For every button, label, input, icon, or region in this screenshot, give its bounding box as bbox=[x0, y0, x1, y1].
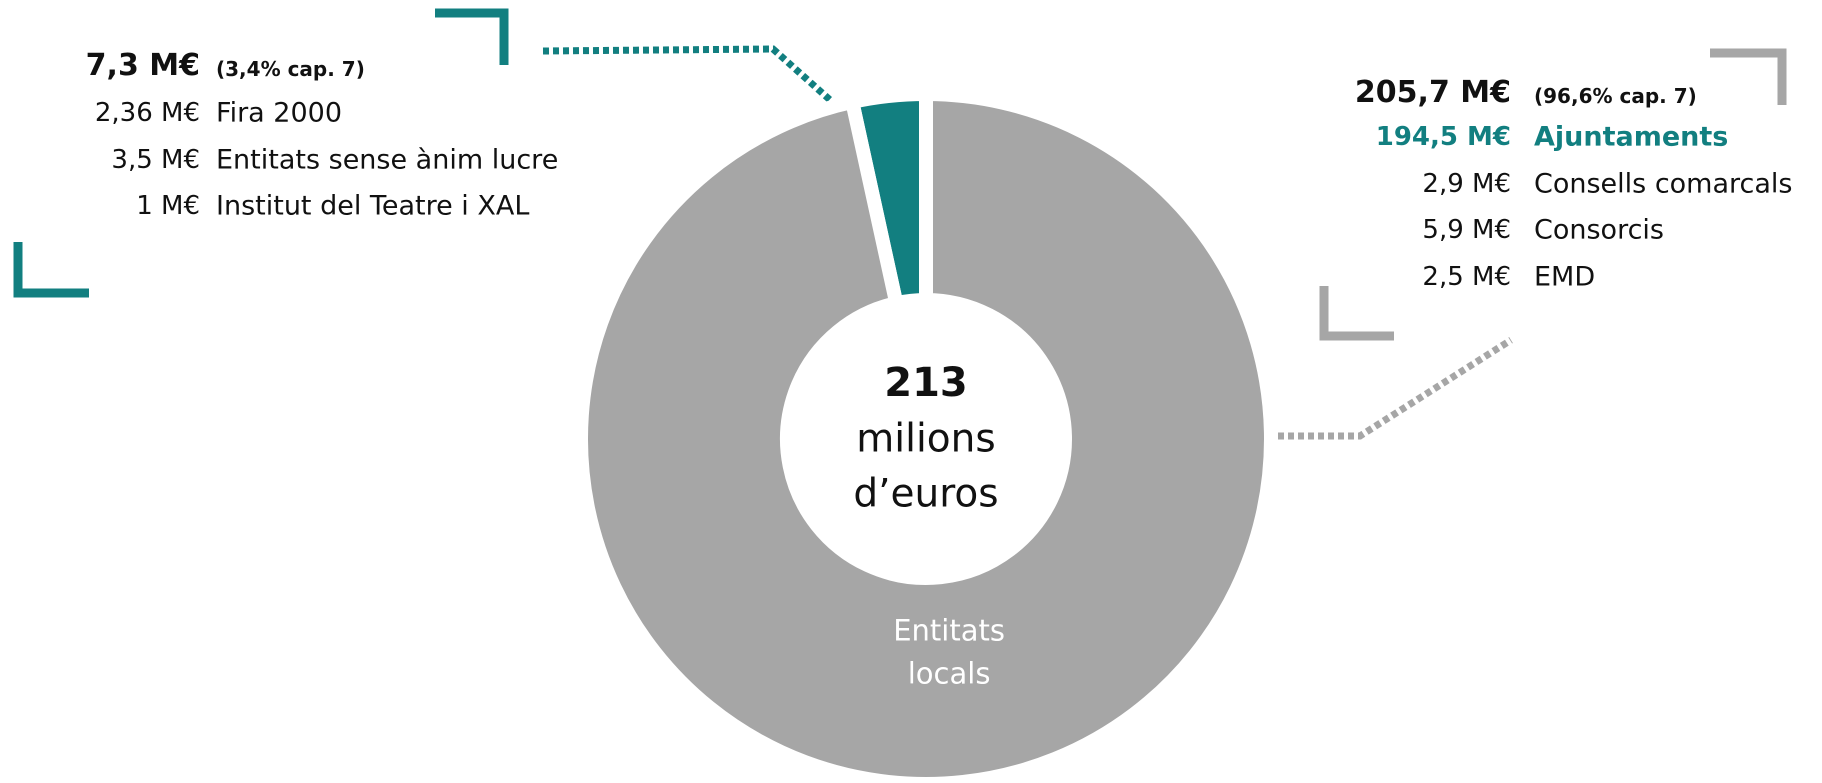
corner-bracket bbox=[1319, 286, 1394, 341]
group-total: 205,7 M€ bbox=[1354, 75, 1511, 110]
group-total: 7,3 M€ bbox=[85, 48, 200, 83]
group-share: (96,6% cap. 7) bbox=[1534, 84, 1697, 108]
leader-line bbox=[542, 45, 851, 119]
pie-slice bbox=[574, 86, 1278, 783]
item-label: Consells comarcals bbox=[1534, 168, 1793, 199]
item-label: Institut del Teatre i XAL bbox=[216, 190, 530, 222]
center-total: 213 bbox=[884, 360, 968, 406]
item-value: 2,36 M€ bbox=[94, 98, 200, 128]
center-unit: d’euros bbox=[853, 471, 999, 517]
group-share: (3,4% cap. 7) bbox=[216, 57, 365, 81]
item-value: 1 M€ bbox=[136, 191, 200, 221]
item-value: 5,9 M€ bbox=[1422, 215, 1511, 245]
leader-line bbox=[1278, 337, 1513, 440]
corner-bracket bbox=[435, 8, 509, 65]
item-value: 3,5 M€ bbox=[111, 144, 200, 175]
item-label: Entitats sense ànim lucre bbox=[216, 144, 559, 175]
decorations bbox=[13, 8, 1787, 440]
item-value: 194,5 M€ bbox=[1375, 122, 1511, 152]
item-label: EMD bbox=[1534, 261, 1596, 292]
corner-bracket bbox=[13, 242, 89, 298]
item-label: Ajuntaments bbox=[1534, 121, 1729, 153]
item-label: Fira 2000 bbox=[216, 97, 343, 129]
item-label: Consorcis bbox=[1534, 214, 1664, 246]
center-unit: milions bbox=[856, 416, 996, 462]
corner-bracket bbox=[1710, 48, 1787, 105]
slice-label: Entitats locals bbox=[893, 613, 1005, 691]
item-value: 2,5 M€ bbox=[1422, 261, 1511, 292]
item-value: 2,9 M€ bbox=[1422, 168, 1511, 199]
